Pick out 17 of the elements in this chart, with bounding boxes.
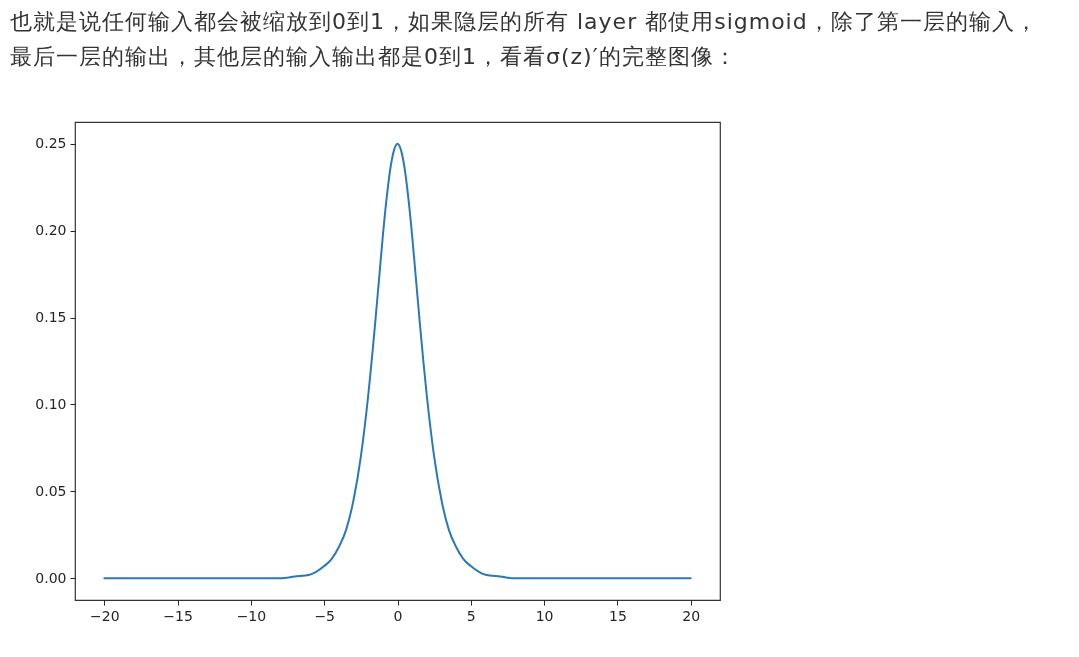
y-tick-label: 0.20 [35, 222, 67, 239]
line-series [103, 142, 692, 580]
y-tick-label: 0.05 [35, 482, 67, 499]
x-tick-label: 0 [393, 607, 403, 624]
x-tick-label: −20 [90, 607, 120, 624]
x-tick-label: 5 [466, 607, 476, 624]
x-tick-label: −5 [314, 607, 336, 624]
y-tick-label: 0.25 [35, 135, 67, 152]
x-tick-label: 20 [682, 607, 701, 624]
x-tick-label: 10 [535, 607, 554, 624]
y-tick-label: 0.00 [35, 569, 67, 586]
x-tick-label: −10 [236, 607, 267, 624]
y-tick-label: 0.10 [35, 395, 67, 412]
x-tick-label: −15 [163, 607, 193, 624]
chart-title: 也就是说任何输入都会被缩放到0到1，如果隐层的所有 layer 都使用sigmoid，除了第一层的输入，最后一层的输出，其他层的输入输出都是0到1，看看σ(z)′的完整图像： [10, 8, 1039, 71]
x-tick-label: 15 [608, 607, 627, 624]
y-tick-label: 0.15 [35, 309, 67, 326]
